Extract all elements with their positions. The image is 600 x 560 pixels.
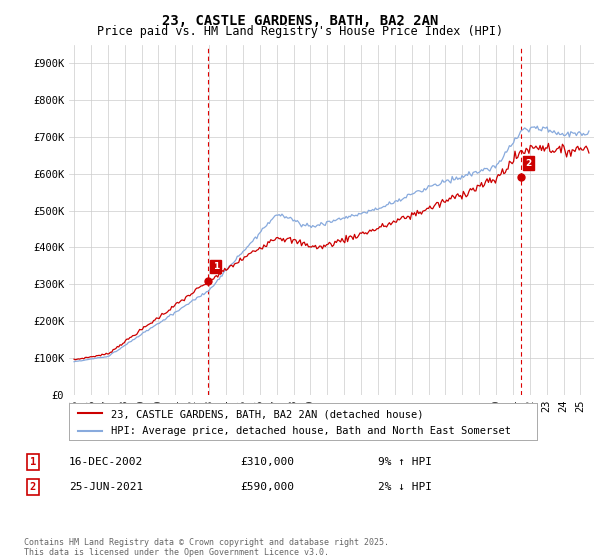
- Text: 2% ↓ HPI: 2% ↓ HPI: [378, 482, 432, 492]
- Text: 25-JUN-2021: 25-JUN-2021: [69, 482, 143, 492]
- Text: 23, CASTLE GARDENS, BATH, BA2 2AN: 23, CASTLE GARDENS, BATH, BA2 2AN: [162, 14, 438, 28]
- Text: £590,000: £590,000: [240, 482, 294, 492]
- Text: HPI: Average price, detached house, Bath and North East Somerset: HPI: Average price, detached house, Bath…: [111, 426, 511, 436]
- Text: 16-DEC-2002: 16-DEC-2002: [69, 457, 143, 467]
- Text: 2: 2: [525, 158, 532, 167]
- Text: Contains HM Land Registry data © Crown copyright and database right 2025.
This d: Contains HM Land Registry data © Crown c…: [24, 538, 389, 557]
- Text: 1: 1: [212, 262, 219, 271]
- Text: 23, CASTLE GARDENS, BATH, BA2 2AN (detached house): 23, CASTLE GARDENS, BATH, BA2 2AN (detac…: [111, 409, 424, 419]
- Text: Price paid vs. HM Land Registry's House Price Index (HPI): Price paid vs. HM Land Registry's House …: [97, 25, 503, 38]
- Text: 9% ↑ HPI: 9% ↑ HPI: [378, 457, 432, 467]
- Text: 1: 1: [30, 457, 36, 467]
- Text: 2: 2: [30, 482, 36, 492]
- Text: £310,000: £310,000: [240, 457, 294, 467]
